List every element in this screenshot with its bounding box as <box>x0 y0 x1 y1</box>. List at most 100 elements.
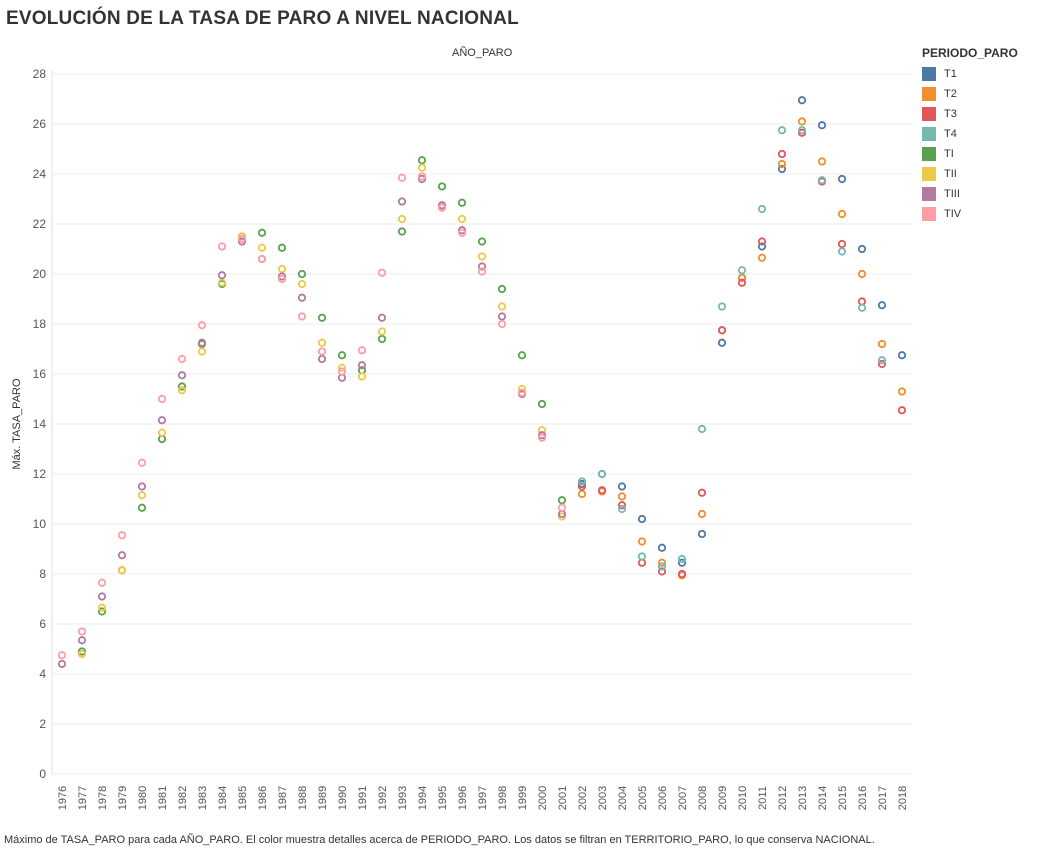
y-tick-label: 14 <box>33 417 47 431</box>
x-tick-label: 2004 <box>617 786 629 810</box>
data-point <box>377 327 387 336</box>
x-tick-label: 1976 <box>57 786 69 810</box>
legend-item[interactable]: TII <box>922 164 1018 184</box>
data-point <box>837 247 847 256</box>
y-tick-label: 16 <box>33 367 47 381</box>
data-point <box>737 273 747 282</box>
y-tick-label: 28 <box>33 67 47 81</box>
x-tick-label: 1997 <box>477 786 489 810</box>
legend-label: TIII <box>944 188 960 200</box>
x-tick-label: 2013 <box>797 786 809 810</box>
data-point <box>677 569 687 579</box>
series-TIII <box>57 174 567 669</box>
column-header: AÑO_PARO <box>452 47 513 59</box>
x-tick-label: 1995 <box>437 786 449 810</box>
data-point <box>837 174 847 184</box>
legend-item[interactable]: T1 <box>922 64 1018 84</box>
y-tick-label: 6 <box>39 617 46 631</box>
x-tick-label: 1980 <box>137 786 149 810</box>
data-point <box>637 514 647 524</box>
data-point <box>137 491 147 500</box>
data-point <box>577 489 587 499</box>
legend-swatch <box>922 207 936 221</box>
data-point <box>157 394 167 404</box>
data-point <box>577 477 587 486</box>
data-point <box>437 182 447 191</box>
data-point <box>657 558 667 567</box>
x-tick-label: 2014 <box>817 786 829 810</box>
data-point <box>577 482 587 491</box>
data-point <box>657 562 667 571</box>
x-tick-label: 2007 <box>677 786 689 810</box>
data-point <box>697 509 707 519</box>
data-point <box>697 424 707 434</box>
legend-label: TII <box>944 168 957 180</box>
x-tick-label: 1986 <box>257 786 269 810</box>
legend-item[interactable]: TI <box>922 144 1018 164</box>
data-point <box>597 486 607 495</box>
data-point <box>317 313 327 322</box>
legend-swatch <box>922 127 936 141</box>
x-tick-label: 1983 <box>197 786 209 810</box>
x-tick-label: 2010 <box>737 786 749 810</box>
data-point <box>877 359 887 369</box>
data-point <box>497 284 507 294</box>
data-point <box>297 293 307 302</box>
data-point <box>57 651 67 660</box>
data-point <box>517 351 527 360</box>
data-point <box>677 558 687 567</box>
data-point <box>617 501 627 510</box>
series-T2 <box>577 117 907 580</box>
data-point <box>297 312 307 321</box>
legend-title: PERIODO_PARO <box>922 46 1018 60</box>
data-point <box>497 302 507 311</box>
legend-swatch <box>922 87 936 101</box>
data-point <box>497 319 507 329</box>
data-point <box>277 274 287 284</box>
series-T4 <box>577 126 887 571</box>
legend-label: T4 <box>944 128 957 140</box>
x-tick-label: 1981 <box>157 786 169 810</box>
data-point <box>357 372 367 381</box>
data-point <box>617 482 627 491</box>
x-tick-label: 2012 <box>777 786 789 810</box>
data-point <box>457 228 467 237</box>
data-point <box>197 338 207 347</box>
page-title: EVOLUCIÓN DE LA TASA DE PARO A NIVEL NAC… <box>6 8 519 29</box>
data-point <box>237 234 247 244</box>
data-point <box>97 592 107 601</box>
data-point <box>717 302 727 311</box>
legend-item[interactable]: TIV <box>922 204 1018 224</box>
x-tick-label: 2015 <box>837 786 849 810</box>
legend-item[interactable]: TIII <box>922 184 1018 204</box>
legend-item[interactable]: T3 <box>922 104 1018 124</box>
data-point <box>357 346 367 355</box>
data-point <box>837 239 847 249</box>
data-point <box>197 321 207 330</box>
data-point <box>477 237 487 246</box>
data-point <box>377 334 387 344</box>
data-point <box>77 636 87 645</box>
data-point <box>757 242 767 251</box>
legend-item[interactable]: T2 <box>922 84 1018 104</box>
y-axis-title: Máx. TASA_PARO <box>11 378 23 470</box>
data-point <box>337 363 347 372</box>
legend-item[interactable]: T4 <box>922 124 1018 144</box>
data-point <box>317 347 327 356</box>
y-tick-label: 4 <box>39 667 46 681</box>
x-tick-label: 2000 <box>537 786 549 810</box>
x-tick-label: 2003 <box>597 786 609 810</box>
legend-label: T3 <box>944 108 957 120</box>
data-point <box>817 121 827 130</box>
data-point <box>537 426 547 435</box>
x-tick-label: 1991 <box>357 786 369 810</box>
data-point <box>437 203 447 212</box>
legend-label: TI <box>944 148 954 160</box>
series-TII <box>77 163 567 659</box>
data-point <box>857 269 867 279</box>
data-point <box>217 242 227 251</box>
y-tick-label: 24 <box>33 167 47 181</box>
data-point <box>897 351 907 360</box>
y-tick-label: 20 <box>33 267 47 281</box>
data-point <box>337 351 347 360</box>
